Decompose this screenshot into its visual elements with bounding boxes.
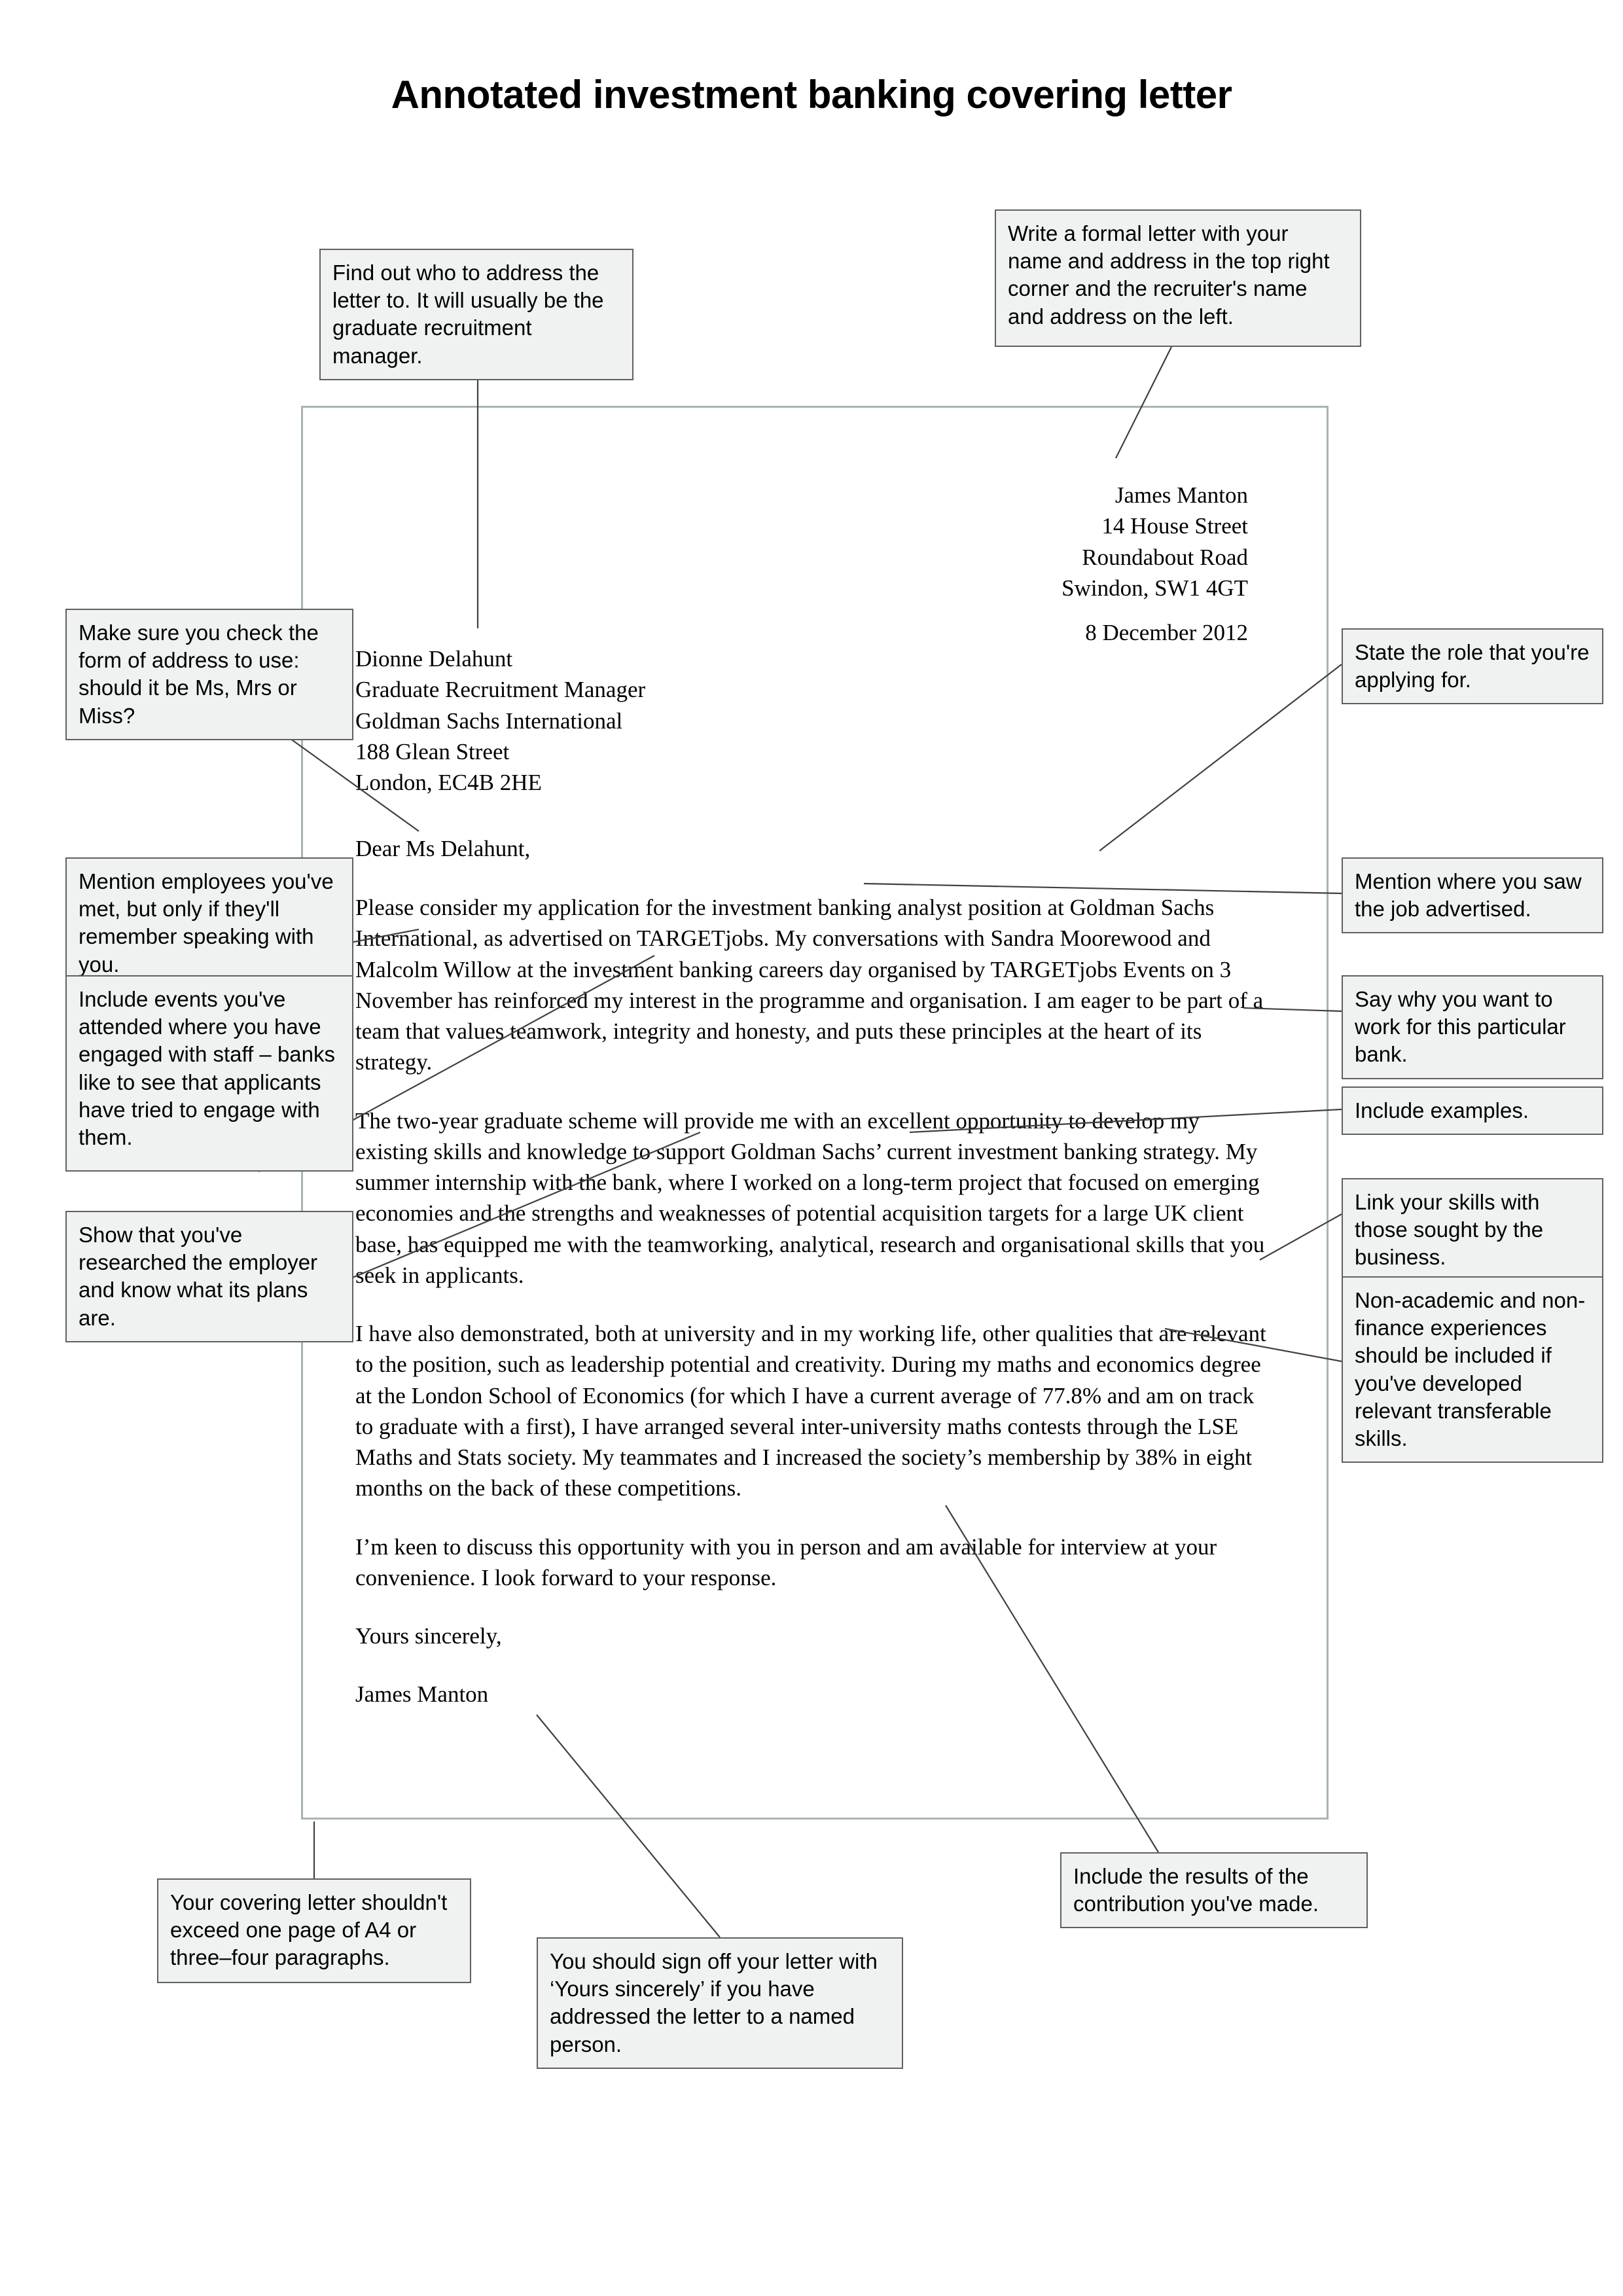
annotation-text: Include examples. bbox=[1355, 1098, 1529, 1122]
page-title: Annotated investment banking covering le… bbox=[0, 72, 1623, 117]
annotation-text: Make sure you check the form of address … bbox=[79, 620, 319, 728]
annotation-sign-off: You should sign off your letter with ‘Yo… bbox=[537, 1937, 903, 2069]
annotation-employees-met: Mention employees you've met, but only i… bbox=[65, 857, 353, 989]
page: Annotated investment banking covering le… bbox=[0, 0, 1623, 2296]
sender-name: James Manton bbox=[1061, 480, 1248, 511]
recipient-company: Goldman Sachs International bbox=[355, 706, 645, 736]
signature: James Manton bbox=[355, 1679, 1274, 1710]
sender-road: Roundabout Road bbox=[1061, 542, 1248, 573]
annotation-results: Include the results of the contribution … bbox=[1060, 1852, 1368, 1928]
annotation-non-academic: Non-academic and non-finance experiences… bbox=[1342, 1276, 1603, 1463]
annotation-text: Include events you've attended where you… bbox=[79, 987, 335, 1149]
letter-body: Please consider my application for the i… bbox=[355, 892, 1274, 1738]
annotation-text: Write a formal letter with your name and… bbox=[1008, 221, 1330, 329]
annotation-find-addressee: Find out who to address the letter to. I… bbox=[319, 249, 633, 380]
annotation-text: Link your skills with those sought by th… bbox=[1355, 1190, 1543, 1269]
recipient-city: London, EC4B 2HE bbox=[355, 767, 645, 798]
annotation-where-advertised: Mention where you saw the job advertised… bbox=[1342, 857, 1603, 933]
annotation-text: You should sign off your letter with ‘Yo… bbox=[550, 1949, 878, 2056]
paragraph-1: Please consider my application for the i… bbox=[355, 892, 1274, 1078]
recipient-street: 188 Glean Street bbox=[355, 736, 645, 767]
annotation-text: Find out who to address the letter to. I… bbox=[332, 260, 604, 368]
annotation-text: Include the results of the contribution … bbox=[1073, 1864, 1319, 1916]
recipient-title: Graduate Recruitment Manager bbox=[355, 674, 645, 705]
recipient-name: Dionne Delahunt bbox=[355, 643, 645, 674]
sender-address-block: James Manton 14 House Street Roundabout … bbox=[1061, 480, 1248, 603]
annotation-why-this-bank: Say why you want to work for this partic… bbox=[1342, 975, 1603, 1079]
annotation-researched-employer: Show that you've researched the employer… bbox=[65, 1211, 353, 1342]
annotation-one-page: Your covering letter shouldn't exceed on… bbox=[157, 1878, 471, 1983]
annotation-include-examples: Include examples. bbox=[1342, 1086, 1603, 1135]
paragraph-4: I’m keen to discuss this opportunity wit… bbox=[355, 1532, 1274, 1594]
annotation-form-of-address: Make sure you check the form of address … bbox=[65, 609, 353, 740]
annotation-text: Mention employees you've met, but only i… bbox=[79, 869, 334, 977]
paragraph-3: I have also demonstrated, both at univer… bbox=[355, 1318, 1274, 1504]
letter-sheet: James Manton 14 House Street Roundabout … bbox=[301, 406, 1329, 1820]
annotation-text: Your covering letter shouldn't exceed on… bbox=[170, 1890, 447, 1969]
sender-city: Swindon, SW1 4GT bbox=[1061, 573, 1248, 603]
annotation-text: State the role that you're applying for. bbox=[1355, 640, 1590, 692]
salutation: Dear Ms Delahunt, bbox=[355, 833, 530, 864]
recipient-address-block: Dionne Delahunt Graduate Recruitment Man… bbox=[355, 643, 645, 798]
annotation-state-role: State the role that you're applying for. bbox=[1342, 628, 1603, 704]
annotation-events-attended: Include events you've attended where you… bbox=[65, 975, 353, 1172]
letter-content: James Manton 14 House Street Roundabout … bbox=[355, 454, 1274, 1772]
sender-street: 14 House Street bbox=[1061, 511, 1248, 541]
annotation-link-skills: Link your skills with those sought by th… bbox=[1342, 1178, 1603, 1282]
annotation-text: Non-academic and non-finance experiences… bbox=[1355, 1288, 1585, 1450]
closing: Yours sincerely, bbox=[355, 1621, 1274, 1651]
annotation-text: Mention where you saw the job advertised… bbox=[1355, 869, 1582, 921]
letter-shadow bbox=[301, 1820, 1342, 1835]
annotation-text: Say why you want to work for this partic… bbox=[1355, 987, 1566, 1066]
annotation-formal-layout: Write a formal letter with your name and… bbox=[995, 209, 1361, 347]
letter-date: 8 December 2012 bbox=[1085, 617, 1248, 648]
paragraph-2: The two-year graduate scheme will provid… bbox=[355, 1105, 1274, 1291]
annotation-text: Show that you've researched the employer… bbox=[79, 1223, 317, 1330]
